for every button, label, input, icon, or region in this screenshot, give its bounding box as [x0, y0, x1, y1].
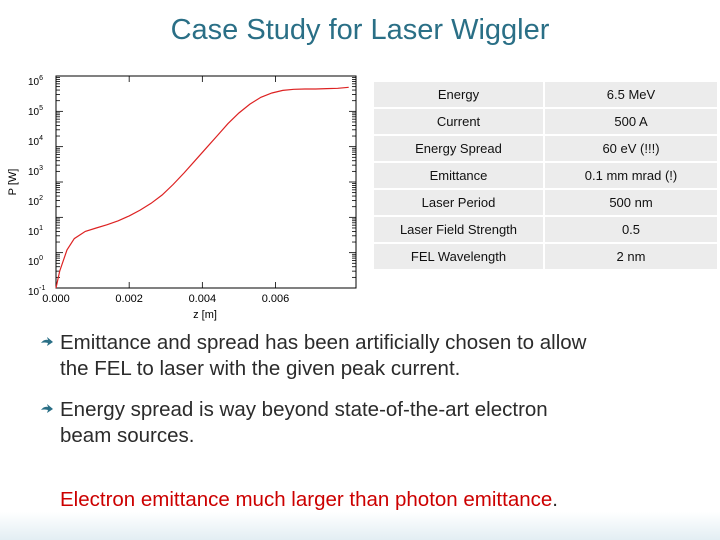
- power-plot-svg: 106 105 104 103 102 101 100 10-10.000 0.002 0.004…: [7, 75, 357, 321]
- bullet-arrow-icon: [41, 404, 53, 413]
- y-tick-label: 106: [28, 75, 43, 88]
- parameter-value: 500 A: [543, 107, 719, 136]
- y-tick-label: 102: [28, 195, 43, 208]
- bullet-text-line: Energy spread is way beyond state-of-the…: [60, 398, 548, 421]
- bullet-arrow-icon: [41, 337, 53, 346]
- parameter-label: Current: [372, 107, 545, 136]
- parameter-row: Emittance 0.1 mm mrad (!): [372, 161, 719, 190]
- parameter-table: Energy 6.5 MeV Current 500 A Energy Spread 60…: [372, 80, 719, 271]
- parameter-label: Laser Period: [372, 188, 545, 217]
- y-tick-label: 100: [28, 255, 43, 268]
- parameter-label: Energy Spread: [372, 134, 545, 163]
- slide-title: Case Study for Laser Wiggler: [170, 14, 550, 46]
- x-tick-label: 0.000: [42, 293, 70, 305]
- parameter-value: 0.5: [543, 215, 719, 244]
- parameter-value: 2 nm: [543, 242, 719, 271]
- parameter-value: 500 nm: [543, 188, 719, 217]
- y-tick-label: 103: [28, 165, 43, 178]
- bullet-text-line: the FEL to laser with the given peak cur…: [60, 357, 461, 380]
- parameter-value: 6.5 MeV: [543, 80, 719, 109]
- note-text: Electron emittance much larger than phot…: [60, 488, 553, 511]
- bullet-list: Emittance and spread has been artificial…: [41, 330, 704, 464]
- emittance-note: Electron emittance much larger than phot…: [60, 488, 558, 512]
- parameter-value: 0.1 mm mrad (!): [543, 161, 719, 190]
- parameter-row: Energy 6.5 MeV: [372, 80, 719, 109]
- parameter-row: Laser Period 500 nm: [372, 188, 719, 217]
- x-axis-label: z [m]: [193, 309, 217, 321]
- power-curve: [55, 86, 349, 289]
- parameter-label: FEL Wavelength: [372, 242, 545, 271]
- slide-bottom-band: [0, 512, 720, 540]
- parameter-label: Emittance: [372, 161, 545, 190]
- y-tick-label: 101: [28, 225, 43, 238]
- y-axis-label: P [W]: [7, 169, 19, 196]
- parameter-row: Energy Spread 60 eV (!!!): [372, 134, 719, 163]
- note-period: .: [552, 488, 558, 511]
- parameter-row: Current 500 A: [372, 107, 719, 136]
- x-tick-label: 0.002: [115, 293, 143, 305]
- bullet-text-line: beam sources.: [60, 424, 195, 447]
- bullet-item: Energy spread is way beyond state-of-the…: [41, 397, 704, 449]
- parameter-label: Laser Field Strength: [372, 215, 545, 244]
- x-tick-label: 0.004: [189, 293, 217, 305]
- parameter-value: 60 eV (!!!): [543, 134, 719, 163]
- y-tick-label: 105: [28, 105, 43, 118]
- power-plot: 106 105 104 103 102 101 100 10-1 0.000 0.002 0.004…: [0, 68, 362, 324]
- bullet-item: Emittance and spread has been artificial…: [41, 330, 704, 382]
- parameter-row: FEL Wavelength 2 nm: [372, 242, 719, 271]
- y-tick-label: 104: [28, 135, 43, 148]
- plot-frame: [55, 75, 357, 289]
- bullet-text-line: Emittance and spread has been artificial…: [60, 331, 587, 354]
- y-tick-label: 10-1: [28, 285, 45, 298]
- parameter-row: Laser Field Strength 0.5: [372, 215, 719, 244]
- x-tick-label: 0.006: [262, 293, 290, 305]
- parameter-label: Energy: [372, 80, 545, 109]
